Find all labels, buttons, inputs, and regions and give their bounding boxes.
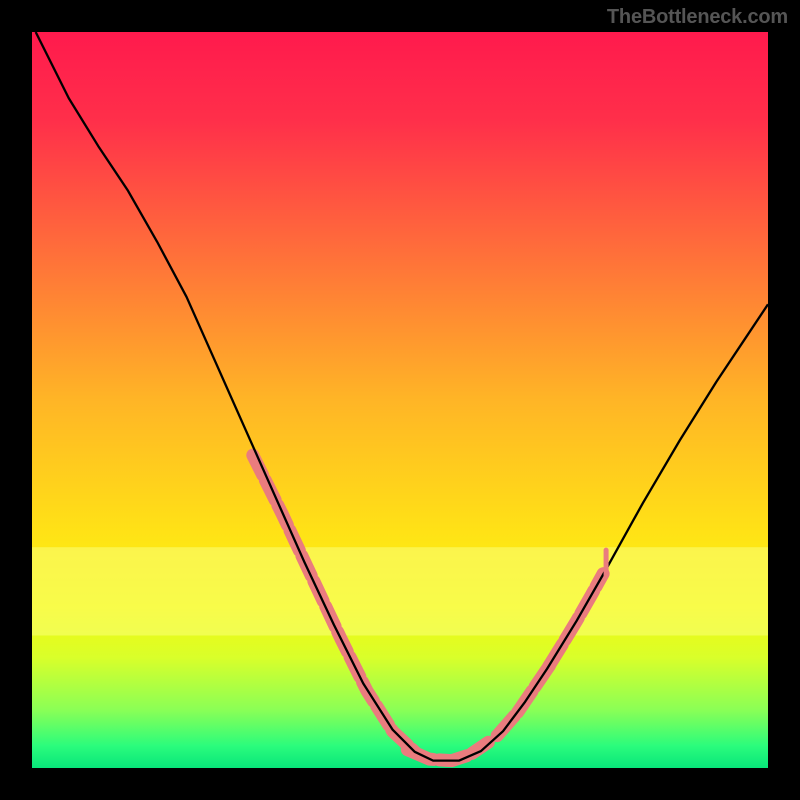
yellow-band	[32, 547, 768, 635]
chart-svg	[32, 32, 768, 768]
chart-background	[32, 32, 768, 768]
plot-area	[32, 32, 768, 768]
watermark-text: TheBottleneck.com	[607, 6, 788, 29]
